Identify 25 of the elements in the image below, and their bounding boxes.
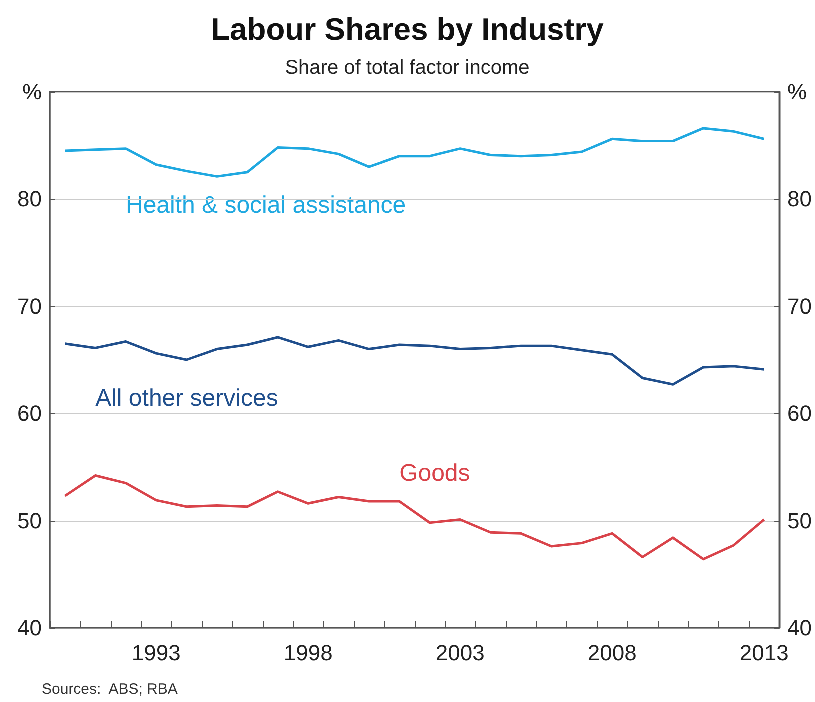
y2-tick-label: 50 [788, 508, 812, 534]
source-note: Sources: ABS; RBA [42, 681, 178, 698]
x-tick-label: 2013 [740, 640, 789, 666]
line-series [64, 336, 766, 386]
x-tick-label: 1998 [284, 640, 333, 666]
y-tick-label: 50 [18, 508, 42, 534]
y-tick-label: 80 [18, 186, 42, 212]
series-label: Health & social assistance [126, 192, 406, 220]
y2-tick-label: 60 [788, 401, 812, 426]
line-series [64, 127, 766, 178]
series-label: Goods [400, 460, 470, 488]
y2-tick-label: % [788, 80, 808, 104]
y2-tick-label: 40 [788, 616, 812, 640]
y2-tick-label: 70 [788, 294, 812, 319]
y-tick-label: % [22, 80, 42, 104]
y-tick-label: 60 [18, 401, 42, 426]
x-tick-label: 2008 [588, 640, 637, 666]
chart-subtitle: Share of total factor income [285, 57, 530, 79]
chart-title: Labour Shares by Industry [211, 12, 605, 47]
x-tick-label: 1993 [132, 640, 181, 666]
series-label: All other services [96, 385, 278, 412]
y-tick-label: 70 [18, 294, 42, 319]
y-tick-label: 40 [18, 616, 42, 640]
x-tick-label: 2003 [436, 640, 485, 666]
y2-tick-label: 80 [788, 186, 812, 212]
